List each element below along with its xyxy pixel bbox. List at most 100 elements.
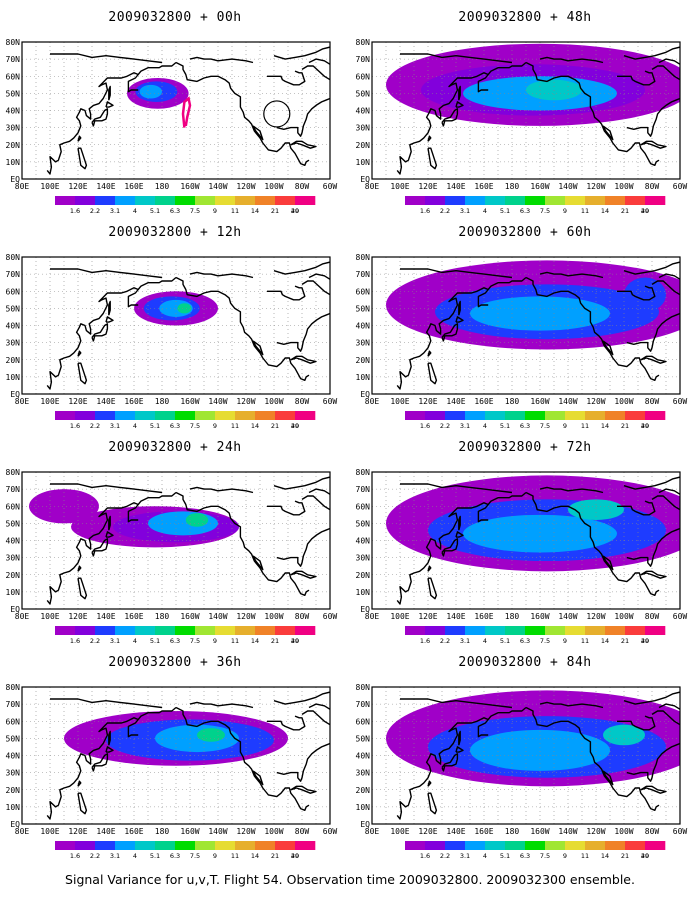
colorbar-label: 9 <box>563 207 567 215</box>
lon-tick-label: 80W <box>645 182 660 191</box>
colorbar-label: 7.5 <box>540 422 550 430</box>
lon-tick-label: 100W <box>264 182 283 191</box>
lon-tick-label: 120W <box>586 182 605 191</box>
lon-tick-label: 80W <box>645 612 660 621</box>
colorbar-label: 14 <box>601 422 609 430</box>
lon-tick-label: 160W <box>180 182 199 191</box>
coastline <box>46 276 177 390</box>
colorbar-label: 14 <box>601 852 609 860</box>
variance-contour <box>603 724 645 746</box>
colorbar-swatch <box>215 411 236 420</box>
colorbar-label: 5.1 <box>500 637 510 645</box>
colorbar-label: 2.2 <box>440 207 450 215</box>
coastline <box>189 486 254 494</box>
lat-tick-label: 20N <box>6 786 21 795</box>
lat-tick-label: 70N <box>356 700 371 709</box>
coastline <box>539 701 604 709</box>
colorbar-label: 29 <box>641 637 649 645</box>
colorbar-label: 14 <box>251 852 259 860</box>
lon-tick-label: 60W <box>323 182 338 191</box>
colorbar-swatch <box>565 841 586 850</box>
colorbar-swatch <box>565 196 586 205</box>
colorbar-swatch <box>505 626 526 635</box>
panel-title: 2009032800 + 36h <box>108 655 242 670</box>
colorbar-swatch <box>405 841 426 850</box>
colorbar-label: 14 <box>601 207 609 215</box>
colorbar-swatch <box>135 411 156 420</box>
coastline <box>273 476 330 490</box>
colorbar-swatch <box>585 411 606 420</box>
coastline <box>626 527 680 567</box>
lat-tick-label: 50N <box>356 304 371 313</box>
colorbar-label: 5.1 <box>150 852 160 860</box>
colorbar-swatch <box>295 626 316 635</box>
colorbar-swatch <box>445 411 466 420</box>
colorbar-swatch <box>525 626 546 635</box>
lat-tick-label: EQ <box>10 175 20 184</box>
colorbar-swatch <box>565 411 586 420</box>
colorbar-label: 6.3 <box>170 207 180 215</box>
colorbar-label: 4 <box>483 422 487 430</box>
colorbar-label: 3.1 <box>110 637 120 645</box>
lon-tick-label: 140W <box>208 827 227 836</box>
coastline <box>290 355 317 364</box>
coastline <box>458 85 461 101</box>
lat-tick-label: 20N <box>6 571 21 580</box>
coastline <box>252 340 264 356</box>
forecast-panel: 2009032800 + 60h EQ 10N 20N 30N 40N 50N 60N 70N 8… <box>350 215 700 430</box>
variance-contour <box>624 277 666 312</box>
coastline <box>127 289 139 308</box>
coastline <box>290 570 317 579</box>
colorbar-swatch <box>135 841 156 850</box>
coastline <box>301 495 330 511</box>
colorbar-label: 11 <box>581 207 589 215</box>
lon-tick-label: 80E <box>15 827 30 836</box>
lat-tick-label: EQ <box>10 390 20 399</box>
lat-tick-label: 30N <box>6 124 21 133</box>
lat-tick-label: EQ <box>10 605 20 614</box>
lon-tick-label: 80E <box>15 182 30 191</box>
colorbar-swatch <box>195 411 216 420</box>
colorbar-label: 9 <box>563 422 567 430</box>
map-plot: EQ 10N 20N 30N 40N 50N 60N 70N 80N 80E 100E 120E 140… <box>356 468 688 645</box>
colorbar-label: 3.1 <box>110 852 120 860</box>
lat-tick-label: 80N <box>6 683 21 692</box>
lat-tick-label: 80N <box>356 683 371 692</box>
panel-title: 2009032800 + 00h <box>108 10 242 25</box>
coastline <box>91 108 109 127</box>
colorbar-swatch <box>75 841 96 850</box>
lat-tick-label: 70N <box>6 55 21 64</box>
colorbar-swatch <box>645 196 666 205</box>
coastline <box>427 565 432 572</box>
coastline <box>77 780 82 787</box>
colorbar-label: 2.2 <box>440 852 450 860</box>
colorbar-swatch <box>175 626 196 635</box>
coastline <box>427 780 432 787</box>
colorbar-swatch <box>405 626 426 635</box>
coastline <box>623 476 680 490</box>
coastline <box>91 323 109 342</box>
lon-tick-label: 160E <box>474 827 493 836</box>
colorbar-label: 40 <box>291 422 299 430</box>
colorbar-swatch <box>275 411 296 420</box>
lon-tick-label: 100W <box>614 827 633 836</box>
colorbar-label: 11 <box>231 207 239 215</box>
colorbar-swatch <box>255 841 276 850</box>
variance-contour <box>185 513 209 527</box>
colorbar-swatch <box>625 411 646 420</box>
panel-title: 2009032800 + 24h <box>108 440 242 455</box>
coastline <box>525 61 660 167</box>
lon-tick-label: 180 <box>155 397 170 406</box>
coastline <box>651 280 680 296</box>
coastline <box>458 515 461 531</box>
lon-tick-label: 160E <box>474 182 493 191</box>
coastline <box>91 753 109 772</box>
colorbar-swatch <box>545 411 566 420</box>
colorbar-label: 29 <box>641 422 649 430</box>
coastline <box>427 350 432 357</box>
lon-tick-label: 160W <box>530 612 549 621</box>
lon-tick-label: 140W <box>558 612 577 621</box>
lat-tick-label: 70N <box>6 700 21 709</box>
lon-tick-label: 180 <box>505 397 520 406</box>
coastline <box>77 350 82 357</box>
